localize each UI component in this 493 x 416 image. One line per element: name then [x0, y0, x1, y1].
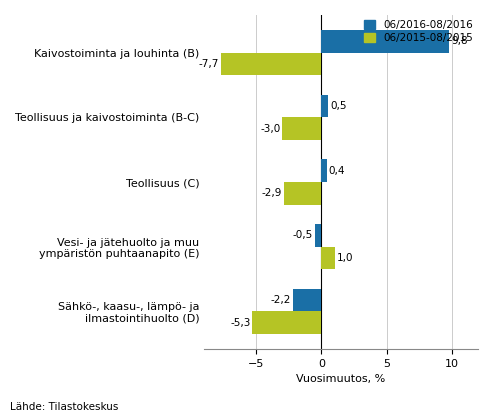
- Text: Lähde: Tilastokeskus: Lähde: Tilastokeskus: [10, 402, 118, 412]
- Bar: [321, 247, 335, 269]
- Text: -2,9: -2,9: [261, 188, 282, 198]
- Text: -0,5: -0,5: [293, 230, 313, 240]
- Text: 0,5: 0,5: [330, 101, 347, 111]
- Bar: [221, 53, 321, 75]
- Bar: [283, 182, 321, 205]
- X-axis label: Vuosimuutos, %: Vuosimuutos, %: [296, 374, 386, 384]
- Legend: 06/2016-08/2016, 06/2015-08/2015: 06/2016-08/2016, 06/2015-08/2015: [364, 20, 473, 43]
- Bar: [293, 289, 321, 311]
- Bar: [252, 311, 321, 334]
- Bar: [321, 30, 449, 53]
- Bar: [321, 95, 328, 117]
- Text: 0,4: 0,4: [329, 166, 345, 176]
- Bar: [321, 159, 327, 182]
- Text: -2,2: -2,2: [271, 295, 291, 305]
- Text: -5,3: -5,3: [230, 317, 250, 327]
- Bar: [282, 117, 321, 140]
- Text: -3,0: -3,0: [260, 124, 281, 134]
- Text: 1,0: 1,0: [337, 253, 353, 263]
- Bar: [315, 224, 321, 247]
- Text: -7,7: -7,7: [199, 59, 219, 69]
- Text: 9,8: 9,8: [451, 37, 468, 47]
